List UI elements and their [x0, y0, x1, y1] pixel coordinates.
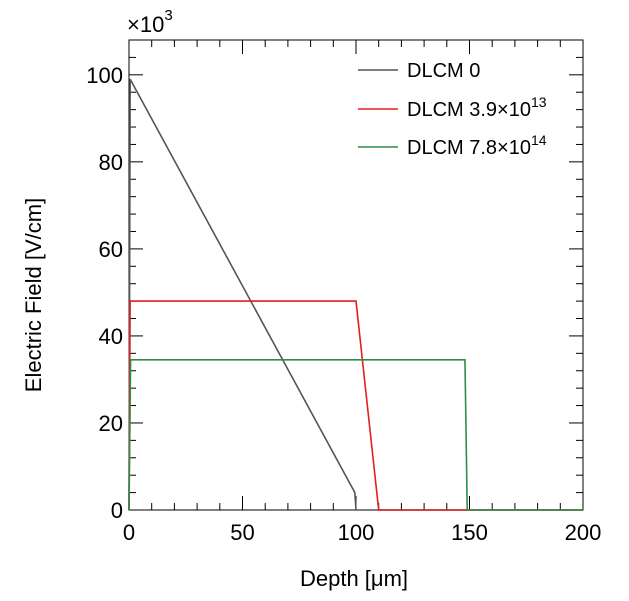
legend-label-text: DLCM 0 [407, 60, 480, 82]
y-exponent-power: 3 [164, 7, 172, 24]
x-tick-label: 0 [123, 520, 135, 545]
x-tick-label: 150 [451, 520, 488, 545]
y-exponent-base: ×10 [127, 12, 164, 37]
x-axis-label: Depth [μm] [300, 566, 408, 591]
legend-label-text: DLCM 7.8×10 [407, 137, 531, 159]
legend-label-2: DLCM 3.9×1013 [407, 94, 547, 121]
y-tick-label: 20 [99, 411, 123, 436]
x-tick-label: 100 [338, 520, 375, 545]
x-tick-label: 50 [230, 520, 254, 545]
x-tick-label: 200 [565, 520, 602, 545]
legend-label-1: DLCM 0 [407, 60, 480, 82]
legend-label-text: DLCM 3.9×10 [407, 99, 531, 121]
y-tick-label: 100 [86, 63, 123, 88]
y-tick-label: 80 [99, 150, 123, 175]
legend-label-3: DLCM 7.8×1014 [407, 132, 547, 159]
y-tick-label: 40 [99, 324, 123, 349]
y-axis-exponent: ×103 [127, 7, 173, 37]
y-axis-label: Electric Field [V/cm] [21, 198, 46, 392]
series-line-2 [128, 300, 583, 511]
series-line-3 [128, 359, 583, 511]
y-tick-label: 0 [111, 498, 123, 523]
legend-label-superscript: 13 [531, 94, 547, 110]
y-tick-label: 60 [99, 237, 123, 262]
legend-label-superscript: 14 [531, 132, 547, 148]
